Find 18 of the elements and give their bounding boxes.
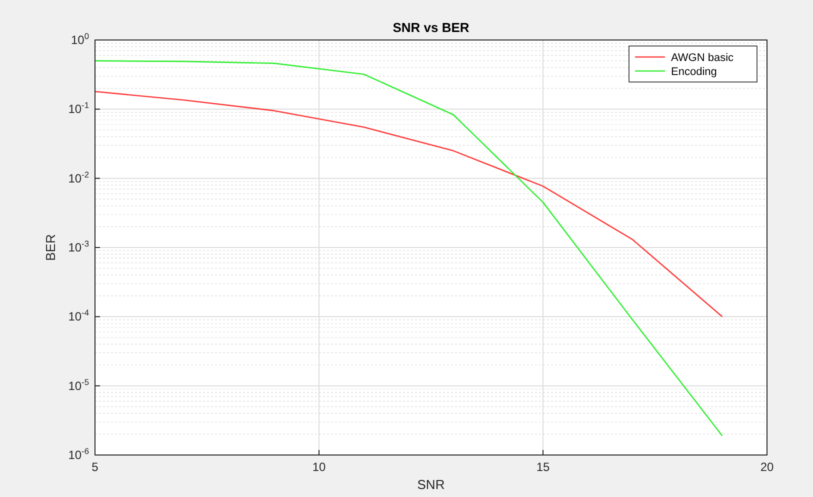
x-tick-label: 20 — [760, 460, 774, 474]
chart-title: SNR vs BER — [392, 20, 470, 35]
y-tick-label: 10$^{0}$ — [70, 31, 90, 47]
y-tick-label: 10$^{-1}$ — [68, 100, 90, 116]
y-tick-label: 10$^{-3}$ — [68, 238, 90, 254]
y-tick-label: 10$^{-2}$ — [68, 169, 90, 186]
y-tick-label: 10$^{-6}$ — [68, 446, 90, 462]
legend-label: Encoding — [671, 66, 717, 78]
line-series — [94, 60, 723, 436]
y-axis-title: BER — [43, 234, 58, 261]
y-tick-label: 10$^{-5}$ — [68, 376, 90, 393]
x-tick-label: 15 — [536, 460, 550, 474]
legend-label: AWGN basic — [671, 52, 734, 64]
x-axis-title: SNR — [417, 477, 445, 492]
x-tick-label: 10 — [312, 460, 326, 474]
x-tick-label: 5 — [92, 460, 99, 474]
line-series — [94, 90, 723, 318]
y-tick-label: 10$^{-4}$ — [68, 308, 90, 324]
